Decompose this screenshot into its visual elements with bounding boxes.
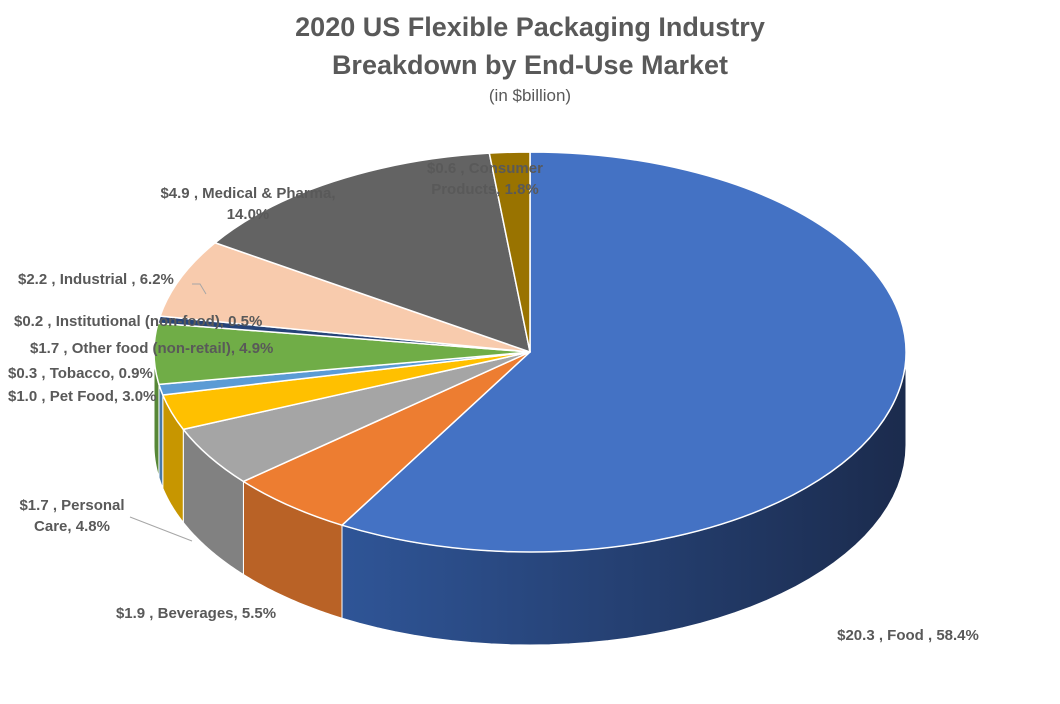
data-label-line: $1.7 , Personal — [19, 497, 124, 514]
data-label-tobacco: $0.3 , Tobacco, 0.9% — [8, 365, 153, 382]
data-label-personal-care: $1.7 , Personal Care, 4.8% — [19, 497, 124, 535]
data-label-institutional-non-food: $0.2 , Institutional (non-food), 0.5% — [14, 313, 262, 330]
data-label-industrial: $2.2 , Industrial , 6.2% — [18, 271, 174, 288]
data-label-food: $20.3 , Food , 58.4% — [837, 627, 979, 644]
pie-slice-medical-pharma — [214, 152, 531, 353]
data-label-other-food-non-retail: $1.7 , Other food (non-retail), 4.9% — [30, 340, 273, 357]
leader-line-personal-care — [129, 516, 193, 542]
data-label-line: $0.3 , Tobacco, 0.9% — [8, 365, 153, 382]
data-label-line: $1.9 , Beverages, 5.5% — [116, 605, 276, 622]
data-label-line: $0.6 , Consumer — [427, 160, 543, 177]
data-label-pet-food: $1.0 , Pet Food, 3.0% — [8, 388, 156, 405]
data-label-line: $4.9 , Medical & Pharma, — [160, 185, 335, 202]
data-label-beverages: $1.9 , Beverages, 5.5% — [116, 605, 276, 622]
pie-sides — [153, 351, 907, 646]
pie-tops — [153, 151, 907, 553]
data-label-line: $0.2 , Institutional (non-food), 0.5% — [14, 313, 262, 330]
data-label-medical-pharma: $4.9 , Medical & Pharma, 14.0% — [160, 185, 335, 223]
leader-line-industrial — [192, 283, 207, 295]
chart-title-line-1: 2020 US Flexible Packaging Industry — [295, 12, 765, 42]
data-label-line: Care, 4.8% — [34, 518, 110, 535]
chart-subtitle: (in $billion) — [489, 86, 571, 105]
data-label-line: $2.2 , Industrial , 6.2% — [18, 271, 174, 288]
pie-slice-consumer-products — [488, 151, 531, 353]
data-label-line: Products, 1.8% — [431, 181, 539, 198]
leader-lines — [129, 283, 207, 542]
data-label-line: 14.0% — [227, 206, 270, 223]
data-label-line: $1.0 , Pet Food, 3.0% — [8, 388, 156, 405]
pie-slice-industrial — [159, 242, 531, 353]
pie-side-tobacco — [158, 384, 164, 489]
chart-title-line-2: Breakdown by End-Use Market — [332, 50, 728, 80]
data-label-line: $20.3 , Food , 58.4% — [837, 627, 979, 644]
data-label-line: $1.7 , Other food (non-retail), 4.9% — [30, 340, 273, 357]
pie-slice-food — [341, 151, 907, 553]
data-label-consumer-products: $0.6 , Consumer Products, 1.8% — [427, 160, 543, 198]
data-labels: $20.3 , Food , 58.4% $1.9 , Beverages, 5.… — [8, 160, 979, 644]
